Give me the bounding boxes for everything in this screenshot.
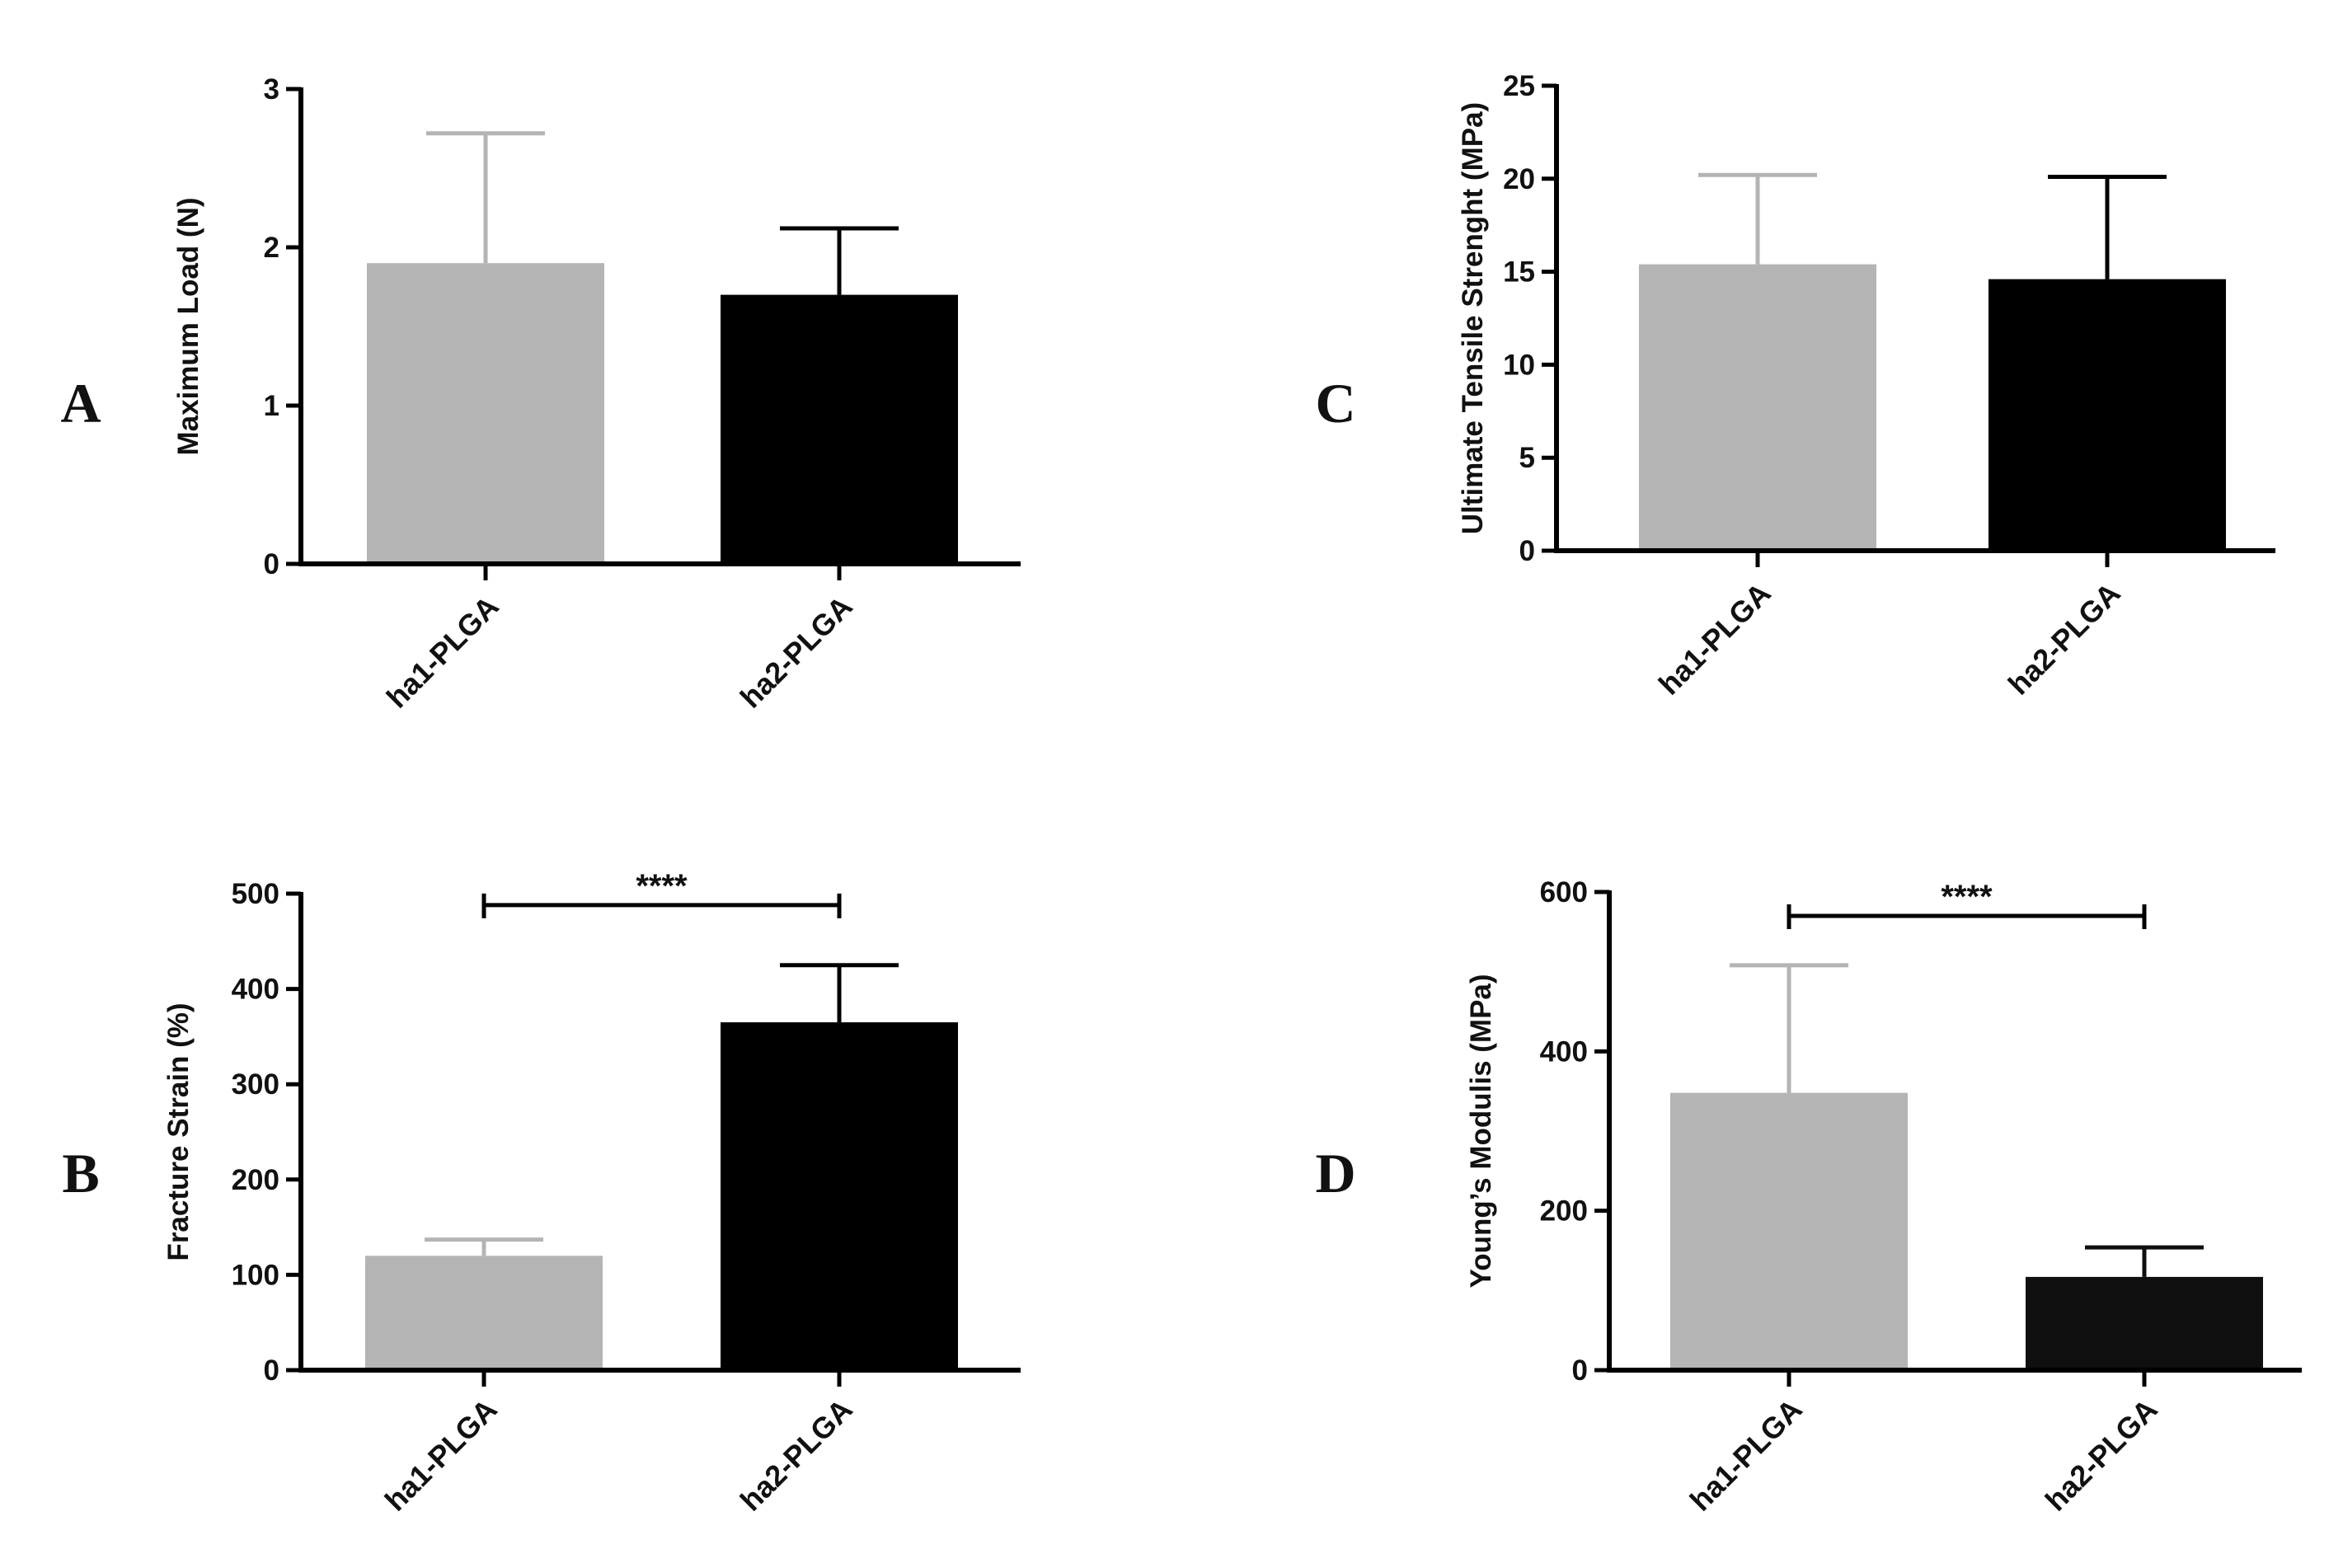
significance-label: **** [1941, 879, 1993, 915]
y-tick-label: 600 [1540, 876, 1588, 908]
x-tick-label: ha2-PLGA [2039, 1392, 2164, 1518]
significance-label: **** [636, 868, 688, 904]
error-bar-ha1-plga [426, 131, 545, 264]
y-tick-label: 15 [1503, 256, 1535, 289]
x-tick-label: ha1-PLGA [1683, 1392, 1809, 1518]
bar-ha2-plga [721, 1022, 958, 1370]
error-bar-ha1-plga [1730, 963, 1848, 1093]
y-tick-label: 0 [264, 548, 279, 580]
y-tick-label: 100 [232, 1259, 279, 1291]
y-tick-label: 300 [232, 1068, 279, 1101]
error-bar-ha2-plga [780, 226, 899, 295]
panel-label: C [1315, 372, 1355, 434]
significance-bracket: **** [1787, 879, 2147, 929]
y-axis-title: Fracture Strain (%) [162, 1002, 195, 1261]
y-axis-title: Maximum Load (N) [172, 197, 204, 455]
x-tick-label: ha1-PLGA [378, 1392, 504, 1518]
bar-ha1-plga [1639, 264, 1876, 551]
bar-ha2-plga [2026, 1276, 2263, 1370]
y-tick-label: 20 [1503, 163, 1535, 195]
y-axis-title: Ultimate Tensile Strenght (MPa) [1457, 102, 1489, 534]
bar-ha1-plga [365, 1256, 603, 1370]
y-tick-label: 3 [264, 73, 279, 106]
y-tick-label: 0 [264, 1354, 279, 1387]
significance-bracket: **** [481, 868, 842, 918]
y-tick-label: 200 [1540, 1195, 1588, 1228]
error-bar-ha2-plga [2085, 1245, 2204, 1277]
chart-panel-a: A 0 1 2 3 ha1-PLGA ha2-PLGA Maximum Load (N) [60, 73, 1021, 715]
bar-ha2-plga [1988, 279, 2226, 551]
x-tick-label: ha2-PLGA [734, 1392, 859, 1518]
x-tick-label: ha2-PLGA [734, 589, 859, 715]
chart-panel-c: C 0 5 10 15 20 25 ha1-PLGA ha2-PLGA Ultimate Tens… [1315, 70, 2275, 702]
error-bar-ha1-plga [425, 1237, 543, 1256]
y-tick-label: 5 [1519, 442, 1535, 474]
panel-label: D [1315, 1142, 1355, 1204]
y-tick-label: 25 [1503, 70, 1535, 102]
error-bar-ha1-plga [1698, 172, 1817, 265]
y-tick-label: 0 [1572, 1354, 1588, 1387]
y-tick-label: 10 [1503, 349, 1535, 381]
chart-panel-b: B 0 100 200 300 400 500 ha1-PLGA ha2-PLGA Fractur… [62, 868, 1021, 1518]
bar-ha1-plga [1670, 1092, 1908, 1370]
error-bar-ha2-plga [780, 963, 899, 1023]
y-tick-label: 500 [232, 878, 279, 910]
y-tick-label: 2 [264, 232, 279, 264]
panel-label: B [62, 1142, 99, 1204]
error-bar-ha2-plga [2048, 175, 2167, 279]
bar-ha2-plga [721, 294, 958, 564]
x-tick-label: ha1-PLGA [1652, 576, 1777, 702]
panel-label: A [60, 372, 101, 434]
y-tick-label: 200 [232, 1164, 279, 1196]
y-axis-title: Young’s Modulis (MPa) [1465, 974, 1497, 1288]
y-tick-label: 0 [1519, 535, 1535, 567]
x-tick-label: ha2-PLGA [2002, 576, 2127, 702]
y-tick-label: 400 [232, 974, 279, 1006]
bar-ha1-plga [367, 263, 604, 564]
y-tick-label: 1 [264, 390, 279, 422]
y-tick-label: 400 [1540, 1035, 1588, 1068]
chart-panel-d: D 0 200 400 600 ha1-PLGA ha2-PLGA Young’s Modul… [1315, 876, 2302, 1518]
x-tick-label: ha1-PLGA [380, 589, 505, 715]
